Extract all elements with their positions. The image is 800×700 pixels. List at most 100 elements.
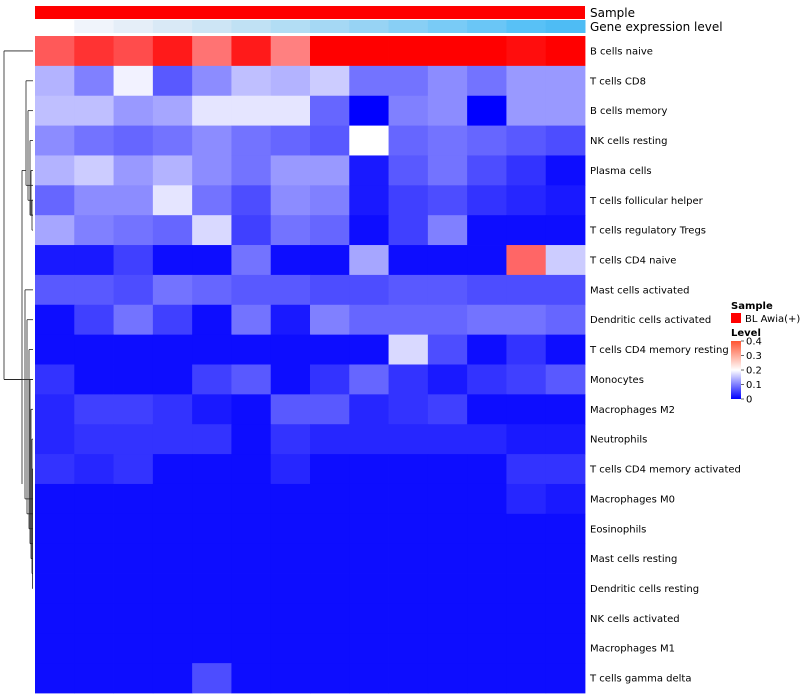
heatmap-cell (35, 543, 75, 574)
expression-annotation-cell (545, 20, 586, 33)
heatmap-cell (427, 633, 468, 664)
heatmap-cell (310, 603, 350, 634)
heatmap-cell (270, 334, 311, 365)
heatmap-cell (113, 483, 154, 515)
heatmap-cell (310, 663, 350, 694)
heatmap-cell (310, 304, 350, 336)
heatmap-cell (545, 185, 586, 216)
heatmap-cell (545, 65, 586, 97)
heatmap-cell (192, 603, 232, 634)
row-label: Macrophages M1 (590, 644, 675, 655)
heatmap-cell (231, 394, 272, 425)
heatmap-cell (545, 663, 586, 694)
heatmap-cell (113, 633, 154, 664)
heatmap-cell (113, 215, 154, 246)
heatmap-cell (74, 663, 114, 694)
row-label: NK cells resting (590, 136, 667, 147)
heatmap-cell (231, 483, 272, 515)
heatmap-cell (467, 65, 507, 97)
legend-tick-label: 0.1 (746, 380, 762, 391)
heatmap-cell (388, 304, 429, 336)
legend-tick-label: 0.2 (746, 366, 762, 377)
heatmap-cell (35, 274, 75, 306)
heatmap-cell (74, 334, 114, 365)
heatmap-cell (35, 633, 75, 664)
heatmap-cell (427, 65, 468, 97)
heatmap-cell (152, 543, 193, 574)
heatmap-cell (506, 394, 547, 425)
legend-ticks: 0.4 0.3 0.2 0.1 0 (741, 337, 762, 406)
heatmap-cell (506, 663, 547, 694)
heatmap-cell (231, 65, 272, 97)
row-label: T cells CD4 memory resting (589, 345, 729, 356)
heatmap-cell (231, 125, 272, 156)
heatmap-cell (349, 483, 389, 515)
heatmap-cell (349, 543, 389, 574)
heatmap-cell (506, 185, 547, 216)
heatmap-cell (35, 185, 75, 216)
heatmap-cell (74, 65, 114, 97)
heatmap-cell (506, 95, 547, 126)
heatmap-cell (152, 65, 193, 97)
row-label: Eosinophils (590, 524, 646, 535)
heatmap-cell (349, 95, 389, 126)
heatmap-cell (388, 603, 429, 634)
heatmap-cell (231, 36, 272, 67)
heatmap-cell (427, 125, 468, 156)
heatmap-cell (192, 454, 232, 485)
heatmap-cell (388, 185, 429, 216)
heatmap-cell (74, 125, 114, 156)
heatmap-cell (388, 633, 429, 664)
heatmap-cell (310, 125, 350, 156)
heatmap-cell (113, 424, 154, 455)
row-label: T cells follicular helper (589, 196, 704, 207)
heatmap-cell (113, 95, 154, 126)
heatmap-cell (74, 573, 114, 604)
heatmap-cell (467, 633, 507, 664)
row-label: B cells naive (590, 46, 653, 57)
heatmap-cell (545, 245, 586, 276)
heatmap-cell (427, 483, 468, 515)
heatmap-cell (192, 633, 232, 664)
heatmap-cell (506, 65, 547, 97)
heatmap-cell (310, 633, 350, 664)
heatmap-cell (192, 36, 232, 67)
heatmap-cell (270, 155, 311, 186)
row-label: Mast cells resting (590, 554, 677, 565)
heatmap-cell (231, 245, 272, 276)
row-label: T cells CD4 memory activated (589, 465, 741, 476)
heatmap-cell (113, 364, 154, 395)
expression-annotation-cell (349, 20, 390, 33)
heatmap-cell (467, 513, 507, 545)
heatmap-cell (270, 394, 311, 425)
expression-annotation-cell (467, 20, 507, 33)
expression-annotation-label: Gene expression level (590, 20, 723, 34)
heatmap-cell (467, 36, 507, 67)
heatmap-cell (388, 483, 429, 515)
heatmap-cell (192, 125, 232, 156)
row-label: T cells regulatory Tregs (589, 226, 706, 237)
heatmap-cell (467, 215, 507, 246)
heatmap-cell (310, 155, 350, 186)
heatmap-cell (270, 633, 311, 664)
heatmap-cell (152, 185, 193, 216)
heatmap-cell (231, 424, 272, 455)
heatmap-cell (310, 424, 350, 455)
heatmap-cell (113, 663, 154, 694)
heatmap-cell (35, 95, 75, 126)
legend-color-bar (731, 341, 741, 399)
heatmap-cell (506, 36, 547, 67)
heatmap-cell (545, 155, 586, 186)
heatmap-cell (506, 125, 547, 156)
expression-annotation-cell (506, 20, 547, 33)
heatmap-cell (35, 483, 75, 515)
heatmap-cell (427, 603, 468, 634)
legend-sample-title: Sample (731, 301, 773, 312)
heatmap-cell (427, 513, 468, 545)
heatmap-cell (270, 573, 311, 604)
heatmap-cell (35, 36, 75, 67)
heatmap-cell (349, 155, 389, 186)
heatmap-cell (467, 454, 507, 485)
heatmap-cell (152, 424, 193, 455)
heatmap-cell (388, 155, 429, 186)
